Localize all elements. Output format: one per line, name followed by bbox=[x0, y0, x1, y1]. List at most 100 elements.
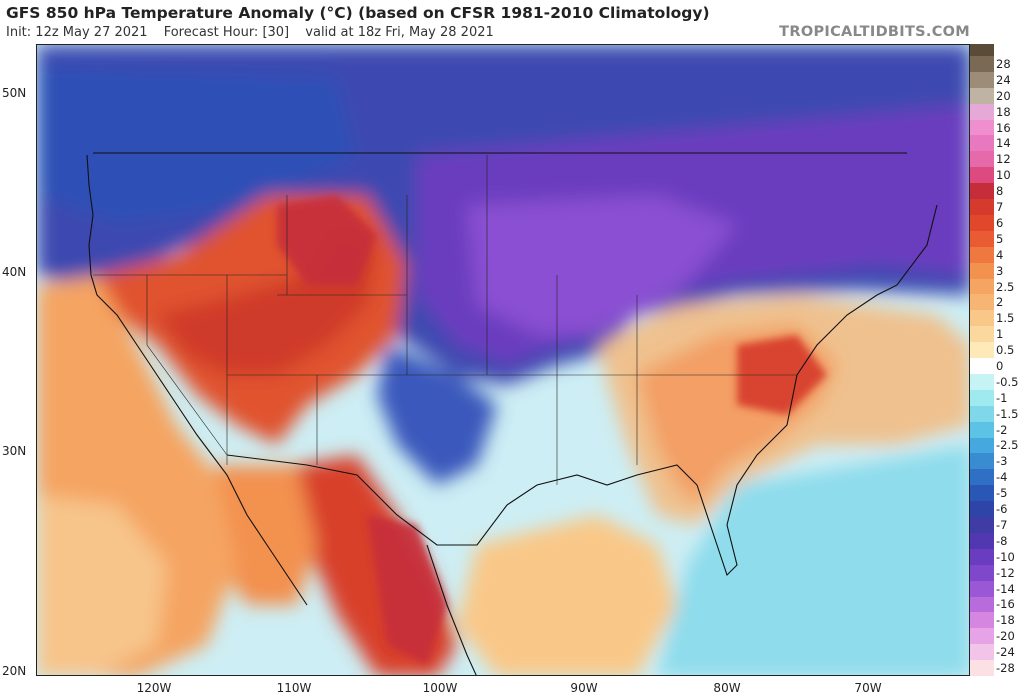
state-borders bbox=[93, 155, 797, 485]
colorbar-swatch bbox=[970, 262, 994, 280]
colorbar-label: 12 bbox=[996, 152, 1011, 167]
colorbar-swatch bbox=[970, 214, 994, 232]
map-subtitle: Init: 12z May 27 2021 Forecast Hour: [30… bbox=[6, 25, 506, 40]
colorbar-label: -1 bbox=[996, 390, 1008, 405]
colorbar-swatch bbox=[970, 421, 994, 439]
colorbar-label: 8 bbox=[996, 184, 1004, 199]
colorbar-swatch bbox=[970, 437, 994, 454]
colorbar-swatch bbox=[970, 71, 994, 89]
colorbar-label: 1.5 bbox=[996, 311, 1015, 326]
valid-time: valid at 18z Fri, May 28 2021 bbox=[305, 25, 494, 40]
colorbar-swatch bbox=[970, 612, 994, 629]
country-borders bbox=[86, 152, 938, 675]
colorbar-label: -1.5 bbox=[996, 406, 1019, 421]
colorbar-label: 0.5 bbox=[996, 343, 1015, 358]
lon-label-100w: 100W bbox=[422, 681, 458, 695]
colorbar-label: -24 bbox=[996, 645, 1015, 660]
colorbar-cap bbox=[970, 44, 994, 56]
colorbar-label: -14 bbox=[996, 581, 1015, 596]
colorbar-swatch bbox=[970, 119, 994, 136]
colorbar bbox=[970, 44, 994, 677]
colorbar-label: -20 bbox=[996, 629, 1015, 644]
init-time: Init: 12z May 27 2021 bbox=[6, 25, 148, 40]
colorbar-swatch bbox=[970, 485, 994, 502]
colorbar-swatch bbox=[970, 294, 994, 311]
colorbar-swatch bbox=[970, 532, 994, 550]
colorbar-label: -28 bbox=[996, 661, 1015, 676]
colorbar-label: 0 bbox=[996, 359, 1004, 373]
lon-label-70w: 70W bbox=[854, 681, 882, 695]
colorbar-label: 2 bbox=[996, 295, 1004, 310]
colorbar-label: -16 bbox=[996, 597, 1015, 612]
colorbar-swatch bbox=[970, 135, 994, 152]
colorbar-label: -10 bbox=[996, 549, 1015, 564]
colorbar-swatch bbox=[970, 517, 994, 534]
forecast-hour: Forecast Hour: [30] bbox=[163, 25, 290, 40]
lon-label-110w: 110W bbox=[276, 681, 312, 695]
colorbar-label: 2.5 bbox=[996, 279, 1015, 294]
colorbar-label: 14 bbox=[996, 136, 1011, 151]
colorbar-label: -2.5 bbox=[996, 438, 1019, 453]
colorbar-label: -5 bbox=[996, 486, 1008, 501]
colorbar-swatch bbox=[970, 278, 994, 295]
colorbar-label: -18 bbox=[996, 613, 1015, 628]
colorbar-swatch bbox=[970, 405, 994, 423]
lat-label-50n: 50N bbox=[2, 86, 27, 100]
colorbar-label: 18 bbox=[996, 104, 1011, 119]
colorbar-swatch bbox=[970, 453, 994, 470]
colorbar-label: -3 bbox=[996, 454, 1008, 469]
colorbar-swatch bbox=[970, 373, 994, 391]
colorbar-label: -0.5 bbox=[996, 374, 1019, 389]
lat-label-20n: 20N bbox=[2, 664, 27, 678]
lon-label-120w: 120W bbox=[136, 681, 172, 695]
colorbar-label: 20 bbox=[996, 88, 1011, 103]
map-canvas bbox=[37, 45, 969, 675]
colorbar-swatch bbox=[970, 501, 994, 518]
colorbar-swatch bbox=[970, 246, 994, 264]
colorbar-label: 6 bbox=[996, 215, 1004, 230]
colorbar-swatch bbox=[970, 199, 994, 216]
colorbar-swatch bbox=[970, 358, 994, 375]
map-title: GFS 850 hPa Temperature Anomaly (°C) (ba… bbox=[6, 4, 710, 22]
anomaly-map bbox=[36, 44, 970, 676]
colorbar-label: 5 bbox=[996, 231, 1004, 246]
colorbar-swatch bbox=[970, 644, 994, 661]
colorbar-label: 4 bbox=[996, 247, 1004, 262]
colorbar-swatch bbox=[970, 87, 994, 105]
colorbar-swatch bbox=[970, 342, 994, 359]
colorbar-label: 10 bbox=[996, 168, 1011, 183]
colorbar-label: 7 bbox=[996, 200, 1004, 215]
colorbar-label: 28 bbox=[996, 56, 1011, 71]
lat-label-30n: 30N bbox=[2, 444, 27, 458]
colorbar-swatch bbox=[970, 103, 994, 121]
colorbar-swatch bbox=[970, 310, 994, 327]
colorbar-label: -8 bbox=[996, 533, 1008, 548]
colorbar-swatch bbox=[970, 628, 994, 645]
colorbar-swatch bbox=[970, 564, 994, 582]
colorbar-label: -6 bbox=[996, 502, 1008, 517]
lon-label-90w: 90W bbox=[570, 681, 598, 695]
lat-label-40n: 40N bbox=[2, 265, 27, 279]
colorbar-label: -2 bbox=[996, 422, 1008, 437]
colorbar-swatch bbox=[970, 230, 994, 248]
colorbar-swatch bbox=[970, 167, 994, 184]
colorbar-swatch bbox=[970, 56, 994, 73]
colorbar-swatch bbox=[970, 596, 994, 613]
lon-label-80w: 80W bbox=[713, 681, 741, 695]
colorbar-label: 24 bbox=[996, 72, 1011, 87]
colorbar-swatch bbox=[970, 580, 994, 597]
colorbar-label: -12 bbox=[996, 565, 1015, 580]
colorbar-swatch bbox=[970, 548, 994, 566]
colorbar-label: 1 bbox=[996, 327, 1004, 342]
colorbar-swatch bbox=[970, 660, 994, 677]
colorbar-swatch bbox=[970, 183, 994, 200]
colorbar-swatch bbox=[970, 326, 994, 343]
colorbar-label: -7 bbox=[996, 517, 1008, 532]
colorbar-swatch bbox=[970, 389, 994, 407]
colorbar-swatch bbox=[970, 151, 994, 168]
watermark: TROPICALTIDBITS.COM bbox=[779, 24, 970, 40]
colorbar-swatch bbox=[970, 469, 994, 486]
colorbar-label: 3 bbox=[996, 263, 1004, 278]
colorbar-label: -4 bbox=[996, 470, 1008, 485]
colorbar-label: 16 bbox=[996, 120, 1011, 135]
